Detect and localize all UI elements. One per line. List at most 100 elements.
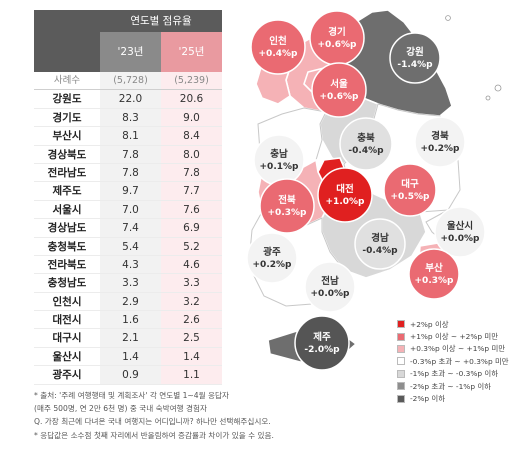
- legend-label: -1%p 초과 ~ -0.3%p 이하: [410, 369, 499, 379]
- region-label: 광주시: [52, 369, 82, 382]
- table-row: 부산시 8.1 8.4: [34, 127, 222, 146]
- table-row: 대전시 1.6 2.6: [34, 311, 222, 330]
- bubble-circle: [414, 116, 466, 168]
- sample-25: (5,239): [161, 72, 222, 90]
- table-row: 충청북도 5.4 5.2: [34, 237, 222, 256]
- region-change: -1.4%p: [397, 60, 433, 70]
- table-row: 대구시 2.1 2.5: [34, 329, 222, 348]
- table-body: 강원도 22.0 20.6 경기도 8.3 9.0 부산시 8.1 8.4 경상북도 7.8 8.0 전…: [34, 90, 222, 385]
- bubble-gyeongnam: 경남 -0.4%p: [354, 218, 406, 270]
- value-25: 2.6: [161, 311, 222, 329]
- region-change: +0.6%p: [318, 40, 358, 50]
- value-25: 2.5: [161, 329, 222, 347]
- bubble-circle: [309, 10, 365, 66]
- region-name: 전북: [278, 194, 296, 206]
- bubble-incheon: 인천 +0.4%p: [250, 19, 306, 75]
- value-25: 7.6: [161, 200, 222, 219]
- korea-change-map: 인천 +0.4%p 경기 +0.6%p 강원 -1.4%p 서울 +0.6%p 충북 -0.4%p…: [246, 9, 502, 371]
- bubble-chungnam: 충남 +0.1%p: [253, 134, 305, 186]
- region-change: +0.4%p: [259, 49, 299, 59]
- region-change: +0.3%p: [268, 208, 308, 218]
- bubble-circle: [408, 248, 460, 300]
- table-title: 연도별 점유율: [100, 10, 222, 32]
- legend-label: -2%p 이하: [410, 394, 446, 404]
- region-change: +0.2%p: [253, 260, 293, 270]
- value-25: 8.4: [161, 127, 222, 145]
- value-25: 9.0: [161, 108, 222, 127]
- region-name: 인천: [269, 36, 286, 47]
- region-name: 대전: [336, 183, 353, 195]
- value-23: 2.9: [100, 292, 161, 311]
- region-label: 대구시: [52, 332, 82, 345]
- bubble-circle: [253, 134, 305, 186]
- region-label: 울산시: [52, 350, 82, 363]
- region-name: 경남: [371, 232, 389, 244]
- region-name: 강원: [406, 46, 423, 58]
- value-25: 7.8: [161, 163, 222, 182]
- value-25: 7.7: [161, 182, 222, 200]
- table-header: 연도별 점유율: [34, 10, 222, 32]
- region-label: 강원도: [52, 93, 82, 106]
- sample-label: 사례수: [53, 75, 81, 86]
- bubble-ulsan: 울산시 +0.0%p: [434, 206, 486, 258]
- value-25: 20.6: [161, 90, 222, 108]
- footnote-line: (매주 500명, 연 2만 6천 명) 중 국내 숙박여행 경험자: [34, 404, 207, 414]
- bubble-jeonnam: 전남 +0.0%p: [304, 261, 356, 313]
- region-change: +0.3%p: [415, 276, 455, 286]
- table-row: 경기도 8.3 9.0: [34, 108, 222, 128]
- value-23: 7.4: [100, 219, 161, 237]
- table-row: 전라북도 4.3 4.6: [34, 255, 222, 275]
- table-row: 강원도 22.0 20.6: [34, 90, 222, 109]
- value-25: 1.4: [161, 347, 222, 366]
- region-name: 대구: [401, 178, 419, 190]
- island-marker: [445, 15, 451, 21]
- value-23: 7.8: [100, 163, 161, 182]
- table-row: 서울시 7.0 7.6: [34, 200, 222, 220]
- legend-item: +2%p 이상: [397, 318, 509, 330]
- region-change: +0.1%p: [260, 162, 300, 172]
- region-name: 경북: [431, 130, 449, 142]
- table-row: 광주시 0.9 1.1: [34, 366, 222, 385]
- legend-item: -2%p 초과 ~ -1%p 이하: [397, 380, 509, 392]
- value-23: 3.3: [100, 274, 161, 292]
- value-25: 8.0: [161, 145, 222, 163]
- legend-swatch: [397, 320, 405, 329]
- legend-item: -2%p 이하: [397, 392, 509, 404]
- legend-swatch: [397, 394, 405, 403]
- region-label: 대전시: [52, 314, 82, 327]
- region-change: +0.6%p: [320, 92, 360, 102]
- bubble-jeonbuk: 전북 +0.3%p: [259, 178, 315, 234]
- legend-item: -0.3%p 초과 ~ +0.3%p 미만: [397, 355, 509, 367]
- region-label: 서울시: [52, 203, 82, 216]
- bubble-circle: [339, 117, 393, 171]
- region-name: 울산시: [447, 220, 473, 232]
- table-row: 울산시 1.4 1.4: [34, 347, 222, 367]
- bubble-seoul: 서울 +0.6%p: [311, 62, 367, 118]
- legend-label: +2%p 이상: [410, 319, 449, 329]
- region-label: 충청남도: [47, 277, 87, 290]
- bubble-circle: [294, 315, 350, 371]
- table-row: 경상북도 7.8 8.0: [34, 145, 222, 164]
- table-row: 전라남도 7.8 7.8: [34, 163, 222, 183]
- legend-label: -2%p 초과 ~ -1%p 이하: [410, 381, 491, 391]
- region-change: +0.0%p: [311, 289, 351, 299]
- bubble-circle: [389, 32, 441, 84]
- region-name: 부산: [425, 262, 443, 274]
- col-23-header: '23년: [100, 32, 161, 72]
- footnote-line: * 응답값은 소수점 첫째 자리에서 반올림하여 증감률과 차이가 있을 수 있…: [34, 430, 274, 440]
- bubble-gyeongbuk: 경북 +0.2%p: [414, 116, 466, 168]
- value-23: 1.6: [100, 311, 161, 329]
- bubble-circle: [383, 163, 437, 217]
- region-label: 부산시: [52, 130, 82, 143]
- region-name: 전남: [321, 275, 339, 287]
- bubble-circle: [246, 232, 298, 284]
- region-label: 경상남도: [47, 222, 87, 235]
- sample-size-row: 사례수 (5,728) (5,239): [34, 72, 222, 91]
- value-25: 6.9: [161, 219, 222, 237]
- legend-swatch: [397, 332, 405, 341]
- value-23: 4.3: [100, 255, 161, 274]
- value-23: 1.4: [100, 347, 161, 366]
- table-row: 인천시 2.9 3.2: [34, 292, 222, 312]
- region-change: -2.0%p: [304, 345, 340, 355]
- bubble-circle: [259, 178, 315, 234]
